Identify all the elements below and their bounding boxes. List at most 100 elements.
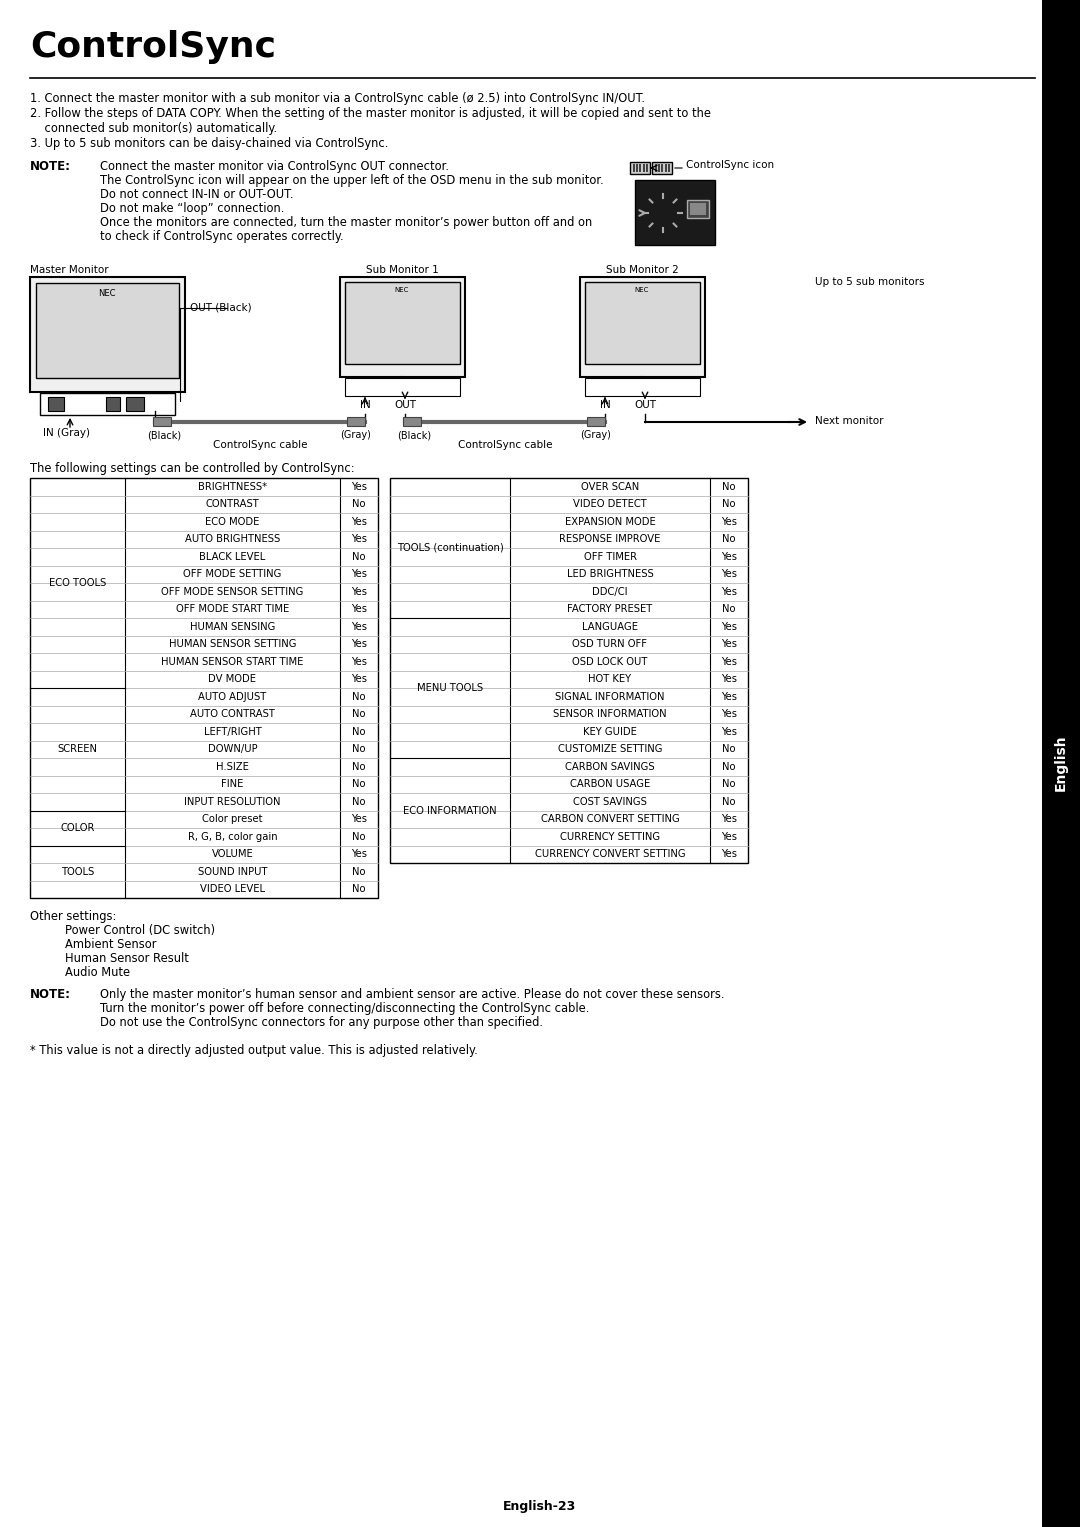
Text: English: English [1054, 734, 1068, 791]
Text: Do not use the ControlSync connectors for any purpose other than specified.: Do not use the ControlSync connectors fo… [100, 1015, 543, 1029]
Text: No: No [352, 797, 366, 806]
Text: Once the monitors are connected, turn the master monitor’s power button off and : Once the monitors are connected, turn th… [100, 215, 592, 229]
Bar [30, 478, 378, 898]
Text: TOOLS: TOOLS [60, 867, 94, 876]
Text: IN (Gray): IN (Gray) [43, 428, 90, 438]
Text: No: No [352, 884, 366, 895]
Bar [646, 163, 648, 173]
Text: VIDEO LEVEL: VIDEO LEVEL [200, 884, 265, 895]
Text: CURRENCY CONVERT SETTING: CURRENCY CONVERT SETTING [535, 849, 686, 860]
Circle shape [87, 399, 99, 411]
Text: CURRENCY SETTING: CURRENCY SETTING [559, 832, 660, 841]
Text: INPUT RESOLUTION: INPUT RESOLUTION [185, 797, 281, 806]
Text: HUMAN SENSING: HUMAN SENSING [190, 621, 275, 632]
Text: TOOLS (continuation): TOOLS (continuation) [396, 544, 503, 553]
Text: No: No [723, 605, 735, 614]
Text: ECO MODE: ECO MODE [205, 516, 259, 527]
Text: SOUND INPUT: SOUND INPUT [198, 867, 267, 876]
Text: (Gray): (Gray) [581, 431, 611, 440]
Text: OVER SCAN: OVER SCAN [581, 481, 639, 492]
Text: VOLUME: VOLUME [212, 849, 254, 860]
Bar [30, 276, 185, 392]
Text: COLOR: COLOR [60, 823, 95, 834]
Text: Yes: Yes [721, 832, 737, 841]
Bar [126, 397, 144, 411]
Text: 2. Follow the steps of DATA COPY. When the setting of the master monitor is adju: 2. Follow the steps of DATA COPY. When t… [30, 107, 711, 121]
Text: HUMAN SENSOR START TIME: HUMAN SENSOR START TIME [161, 657, 303, 667]
Bar [40, 392, 175, 415]
Text: AUTO ADJUST: AUTO ADJUST [199, 692, 267, 702]
Text: No: No [352, 762, 366, 771]
Bar [636, 163, 638, 173]
Bar [588, 417, 605, 426]
Text: OFF MODE SENSOR SETTING: OFF MODE SENSOR SETTING [161, 586, 303, 597]
Text: Only the master monitor’s human sensor and ambient sensor are active. Please do : Only the master monitor’s human sensor a… [100, 988, 725, 1002]
Text: RESPONSE IMPROVE: RESPONSE IMPROVE [559, 534, 661, 544]
Bar [390, 478, 748, 863]
Text: OSD LOCK OUT: OSD LOCK OUT [572, 657, 648, 667]
Text: Yes: Yes [351, 621, 367, 632]
Text: CARBON SAVINGS: CARBON SAVINGS [565, 762, 654, 771]
Bar [585, 282, 700, 363]
Text: KEY GUIDE: KEY GUIDE [583, 727, 637, 736]
Text: NOTE:: NOTE: [30, 988, 71, 1002]
Bar [643, 163, 645, 173]
Bar [106, 397, 120, 411]
Bar [345, 379, 460, 395]
Text: Sub Monitor 2: Sub Monitor 2 [606, 266, 678, 275]
Text: No: No [352, 709, 366, 719]
Text: 3. Up to 5 sub monitors can be daisy-chained via ControlSync.: 3. Up to 5 sub monitors can be daisy-cha… [30, 137, 389, 150]
Text: CONTRAST: CONTRAST [205, 499, 259, 508]
Text: (Gray): (Gray) [340, 431, 372, 440]
Text: COST SAVINGS: COST SAVINGS [573, 797, 647, 806]
Text: DV MODE: DV MODE [208, 675, 257, 684]
Text: No: No [352, 727, 366, 736]
Circle shape [649, 199, 677, 228]
Text: (Black): (Black) [397, 431, 431, 440]
Text: BRIGHTNESS*: BRIGHTNESS* [198, 481, 267, 492]
Text: Yes: Yes [351, 849, 367, 860]
Text: Power Control (DC switch): Power Control (DC switch) [65, 924, 215, 938]
Text: R, G, B, color gain: R, G, B, color gain [188, 832, 278, 841]
Text: No: No [723, 499, 735, 508]
Bar [654, 163, 657, 173]
Text: NEC: NEC [395, 287, 409, 293]
Text: 1. Connect the master monitor with a sub monitor via a ControlSync cable (ø 2.5): 1. Connect the master monitor with a sub… [30, 92, 645, 105]
Text: Yes: Yes [721, 657, 737, 667]
Text: No: No [723, 744, 735, 754]
Text: EXPANSION MODE: EXPANSION MODE [565, 516, 656, 527]
Text: LED BRIGHTNESS: LED BRIGHTNESS [567, 570, 653, 579]
Text: OSD TURN OFF: OSD TURN OFF [572, 640, 648, 649]
Bar [153, 417, 171, 426]
Text: AUTO CONTRAST: AUTO CONTRAST [190, 709, 275, 719]
Text: Yes: Yes [351, 516, 367, 527]
Text: Human Sensor Result: Human Sensor Result [65, 951, 189, 965]
Text: Next monitor: Next monitor [815, 415, 883, 426]
Text: SIGNAL INFORMATION: SIGNAL INFORMATION [555, 692, 665, 702]
Bar [658, 163, 660, 173]
Bar [652, 162, 672, 174]
Circle shape [656, 206, 670, 220]
Bar [580, 276, 705, 377]
Text: CARBON USAGE: CARBON USAGE [570, 779, 650, 789]
Text: ControlSync: ControlSync [30, 31, 276, 64]
Text: Yes: Yes [721, 814, 737, 825]
Text: NEC: NEC [98, 289, 116, 298]
Text: Audio Mute: Audio Mute [65, 967, 130, 979]
Text: Yes: Yes [721, 692, 737, 702]
Text: OFF TIMER: OFF TIMER [583, 551, 636, 562]
Text: AUTO BRIGHTNESS: AUTO BRIGHTNESS [185, 534, 280, 544]
Text: (Black): (Black) [147, 431, 181, 440]
Text: NEC: NEC [635, 287, 649, 293]
Text: No: No [723, 534, 735, 544]
Text: LANGUAGE: LANGUAGE [582, 621, 638, 632]
Text: HOT KEY: HOT KEY [589, 675, 632, 684]
Text: FACTORY PRESET: FACTORY PRESET [567, 605, 652, 614]
Text: OFF MODE SETTING: OFF MODE SETTING [184, 570, 282, 579]
Text: The following settings can be controlled by ControlSync:: The following settings can be controlled… [30, 463, 354, 475]
Text: ControlSync cable: ControlSync cable [213, 440, 307, 450]
Text: Master Monitor: Master Monitor [30, 266, 109, 275]
Text: IN: IN [599, 400, 610, 411]
Text: to check if ControlSync operates correctly.: to check if ControlSync operates correct… [100, 231, 343, 243]
Text: English-23: English-23 [503, 1500, 577, 1513]
